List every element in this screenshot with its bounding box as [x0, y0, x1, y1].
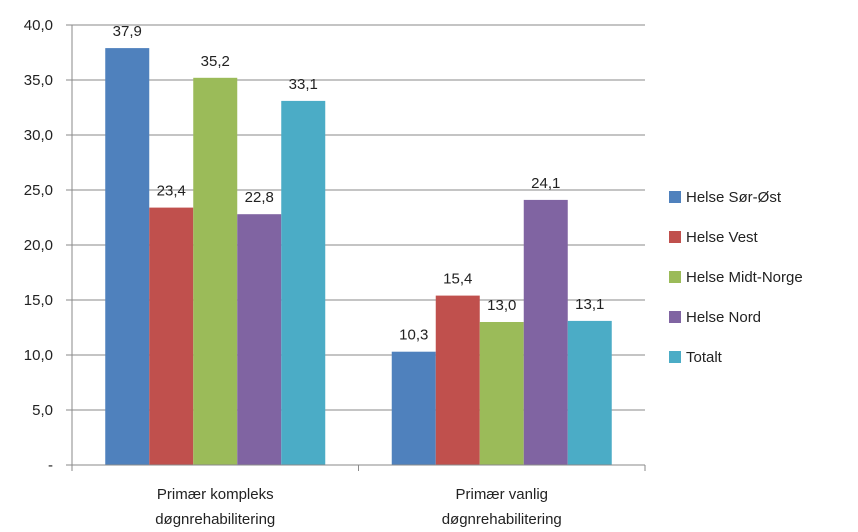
data-label: 22,8 — [245, 189, 274, 206]
x-category-label: Primær vanlig døgnrehabilitering — [442, 486, 562, 528]
bar — [193, 77, 238, 466]
bar — [567, 320, 612, 465]
bar — [391, 351, 436, 465]
legend-swatch — [669, 311, 681, 323]
data-label: 13,1 — [575, 296, 604, 313]
legend-entry: Helse Sør-Øst — [686, 189, 782, 206]
bar — [149, 207, 194, 465]
data-label: 23,4 — [157, 183, 186, 200]
y-tick-label: 40,0 — [24, 17, 53, 34]
legend-swatch — [669, 191, 681, 203]
bar — [105, 48, 150, 465]
legend-entry: Helse Midt-Norge — [686, 269, 803, 286]
data-label: 33,1 — [289, 76, 318, 93]
y-tick-label: 20,0 — [24, 237, 53, 254]
legend-entry: Totalt — [686, 349, 723, 366]
x-category-label-line: Primær vanlig — [455, 486, 548, 503]
bar — [435, 295, 480, 465]
y-tick-label: 30,0 — [24, 127, 53, 144]
bars — [105, 48, 612, 466]
legend-swatch — [669, 271, 681, 283]
y-tick-label: - — [48, 457, 53, 474]
bar — [523, 199, 568, 465]
y-tick-label: 35,0 — [24, 72, 53, 89]
y-tick-label: 15,0 — [24, 292, 53, 309]
legend-swatch — [669, 351, 681, 363]
y-tick-label: 5,0 — [32, 402, 53, 419]
data-label: 35,2 — [201, 53, 230, 70]
y-tick-label: 10,0 — [24, 347, 53, 364]
legend-swatch — [669, 231, 681, 243]
data-label: 13,0 — [487, 297, 516, 314]
x-category-label: Primær kompleks døgnrehabilitering — [155, 486, 275, 528]
data-labels: 37,9 23,4 35,2 22,8 33,1 10,3 15,4 13,0 24,1 13,1 — [113, 23, 605, 344]
bar — [237, 214, 282, 465]
bar — [479, 322, 524, 465]
y-tick-label: 25,0 — [24, 182, 53, 199]
data-label: 15,4 — [443, 271, 472, 288]
axes: - 5,0 10,0 15,0 20,0 25,0 30,0 35,0 40,0 Primær k… — [24, 17, 646, 528]
x-category-label-line: døgnrehabilitering — [442, 511, 562, 528]
legend: Helse Sør-Øst Helse Vest Helse Midt-Norge H… — [669, 189, 803, 366]
data-label: 37,9 — [113, 23, 142, 40]
x-category-label-line: døgnrehabilitering — [155, 511, 275, 528]
legend-entry: Helse Vest — [686, 229, 759, 246]
bar — [281, 100, 326, 466]
data-label: 24,1 — [531, 175, 560, 192]
x-category-label-line: Primær kompleks — [157, 486, 274, 503]
legend-entry: Helse Nord — [686, 309, 761, 326]
data-label: 10,3 — [399, 327, 428, 344]
